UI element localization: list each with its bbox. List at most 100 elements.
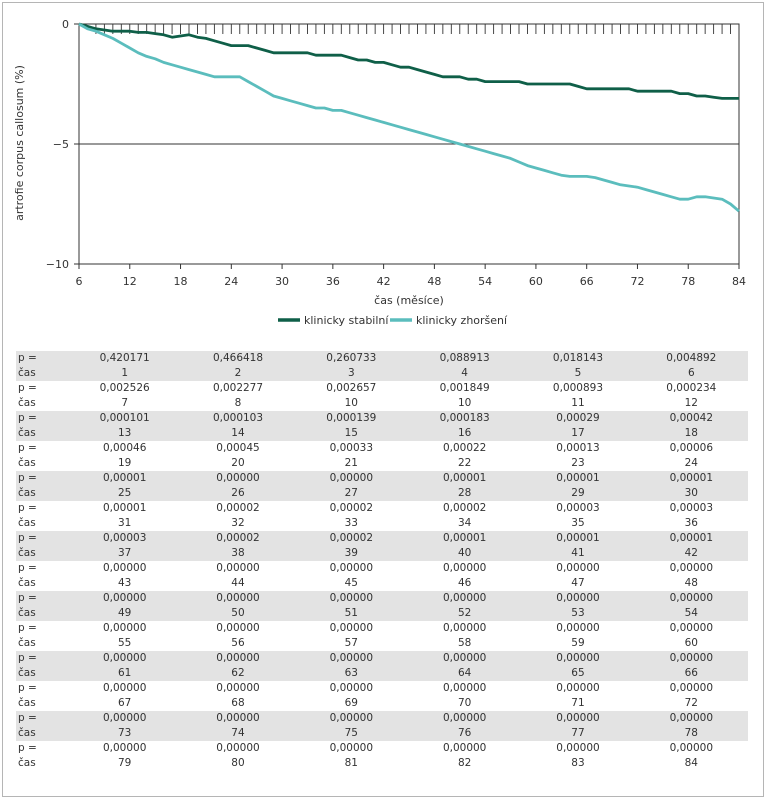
x-tick-label: 42 — [377, 275, 391, 288]
table-row-p: p = 0,00000 0,00000 0,00000 0,00000 0,00000 0,… — [16, 741, 748, 756]
p-value-cell: 0,00003 — [556, 502, 600, 514]
time-value-cell: 39 — [294, 546, 408, 561]
time-value-cell: 65 — [521, 666, 635, 681]
x-tick-label: 78 — [681, 275, 695, 288]
table-row-time: čas 19 20 21 22 23 24 — [16, 456, 748, 471]
p-label: p = — [18, 682, 37, 694]
time-value-cell: 70 — [457, 697, 472, 709]
time-value-cell: 82 — [457, 757, 472, 769]
x-tick-label: 72 — [630, 275, 644, 288]
p-value-cell: 0,00000 — [294, 711, 408, 726]
p-value-cell: 0,00000 — [68, 711, 182, 726]
time-value-cell: 30 — [634, 486, 748, 501]
x-tick-label: 24 — [224, 275, 238, 288]
time-value-cell: 3 — [294, 366, 408, 381]
time-value-cell: 49 — [68, 606, 182, 621]
table-row-p: p = 0,00001 0,00002 0,00002 0,00002 0,00003 0,… — [16, 501, 748, 516]
p-label: p = — [16, 411, 68, 426]
time-label: čas — [18, 757, 36, 769]
legend-label-2: klinicky zhoršení — [416, 314, 508, 327]
p-value-cell: 0,420171 — [68, 351, 182, 366]
table-row-time: čas 37 38 39 40 41 42 — [16, 546, 748, 561]
p-value-cell: 0,00000 — [181, 591, 295, 606]
time-label: čas — [16, 366, 68, 381]
p-value-cell: 0,00000 — [181, 471, 295, 486]
p-label: p = — [16, 471, 68, 486]
time-value-cell: 53 — [521, 606, 635, 621]
p-value-cell: 0,088913 — [407, 351, 522, 366]
p-label: p = — [18, 502, 37, 514]
time-value-cell: 80 — [231, 757, 245, 769]
x-tick-label: 36 — [326, 275, 340, 288]
time-value-cell: 54 — [634, 606, 748, 621]
table-row-time: čas 61 62 63 64 65 66 — [16, 666, 748, 681]
time-value-cell: 61 — [68, 666, 182, 681]
p-value-cell: 0,00002 — [181, 531, 295, 546]
p-value-cell: 0,00000 — [181, 711, 295, 726]
p-value-cell: 0,00001 — [407, 531, 522, 546]
time-value-cell: 50 — [181, 606, 295, 621]
p-value-cell: 0,00002 — [216, 502, 260, 514]
x-tick-label: 6 — [76, 275, 83, 288]
table-row-time: čas 25 26 27 28 29 30 — [16, 486, 748, 501]
time-value-cell: 13 — [68, 426, 182, 441]
table-row-time: čas 55 56 57 58 59 60 — [16, 636, 748, 651]
time-label: čas — [18, 397, 36, 409]
time-value-cell: 22 — [457, 457, 472, 469]
table-row-time: čas 43 44 45 46 47 48 — [16, 576, 748, 591]
y-tick-label: 0 — [62, 18, 69, 31]
time-value-cell: 36 — [684, 517, 698, 529]
p-value-cell: 0,00000 — [68, 651, 182, 666]
x-tick-label: 18 — [174, 275, 188, 288]
p-value-cell: 0,000234 — [666, 382, 717, 394]
table-row-p: p = 0,00046 0,00045 0,00033 0,00022 0,00013 0,… — [16, 441, 748, 456]
p-value-cell: 0,00000 — [407, 651, 522, 666]
p-value-cell: 0,00002 — [442, 502, 487, 514]
p-value-cell: 0,00000 — [407, 591, 522, 606]
legend-label-1: klinicky stabilní — [304, 314, 389, 327]
time-value-cell: 26 — [181, 486, 295, 501]
time-label: čas — [16, 486, 68, 501]
time-value-cell: 63 — [294, 666, 408, 681]
p-label: p = — [18, 742, 37, 754]
time-value-cell: 7 — [121, 397, 128, 409]
time-value-cell: 47 — [571, 577, 585, 589]
p-value-cell: 0,00002 — [294, 531, 408, 546]
x-tick-label: 84 — [732, 275, 746, 288]
p-value-cell: 0,00013 — [556, 442, 600, 454]
time-value-cell: 48 — [684, 577, 698, 589]
time-value-cell: 38 — [181, 546, 295, 561]
time-value-cell: 20 — [231, 457, 245, 469]
p-value-cell: 0,00000 — [634, 651, 748, 666]
p-value-cell: 0,00000 — [442, 742, 487, 754]
time-value-cell: 81 — [344, 757, 358, 769]
p-value-cell: 0,00000 — [669, 562, 714, 574]
time-value-cell: 12 — [684, 397, 698, 409]
p-value-cell: 0,00000 — [442, 622, 487, 634]
time-value-cell: 75 — [294, 726, 408, 741]
p-value-cell: 0,00000 — [181, 651, 295, 666]
p-value-cell: 0,00001 — [68, 471, 182, 486]
time-value-cell: 41 — [521, 546, 635, 561]
table-row-p: p = 0,420171 0,466418 0,260733 0,088913 0,018… — [16, 351, 748, 366]
table-row-time: čas 49 50 51 52 53 54 — [16, 606, 748, 621]
table-row-time: čas 7 8 10 10 11 12 — [16, 396, 748, 411]
p-value-cell: 0,00000 — [556, 742, 600, 754]
p-value-cell: 0,00000 — [669, 622, 714, 634]
p-label: p = — [16, 531, 68, 546]
line-chart: 0 −5 −10 6 12 18 24 30 36 42 48 54 60 66 72 78 84 artrof… — [13, 18, 746, 327]
time-value-cell: 33 — [344, 517, 358, 529]
p-value-cell: 0,00000 — [102, 682, 147, 694]
p-value-cell: 0,00006 — [669, 442, 714, 454]
time-value-cell: 2 — [181, 366, 295, 381]
p-label: p = — [16, 591, 68, 606]
p-value-cell: 0,00000 — [329, 742, 374, 754]
table-row-time: čas 73 74 75 76 77 78 — [16, 726, 748, 741]
time-label: čas — [16, 726, 68, 741]
x-tick-label: 54 — [478, 275, 492, 288]
x-tick-label: 66 — [580, 275, 594, 288]
time-value-cell: 1 — [68, 366, 182, 381]
time-value-cell: 64 — [407, 666, 522, 681]
p-label: p = — [16, 711, 68, 726]
p-label: p = — [18, 442, 37, 454]
